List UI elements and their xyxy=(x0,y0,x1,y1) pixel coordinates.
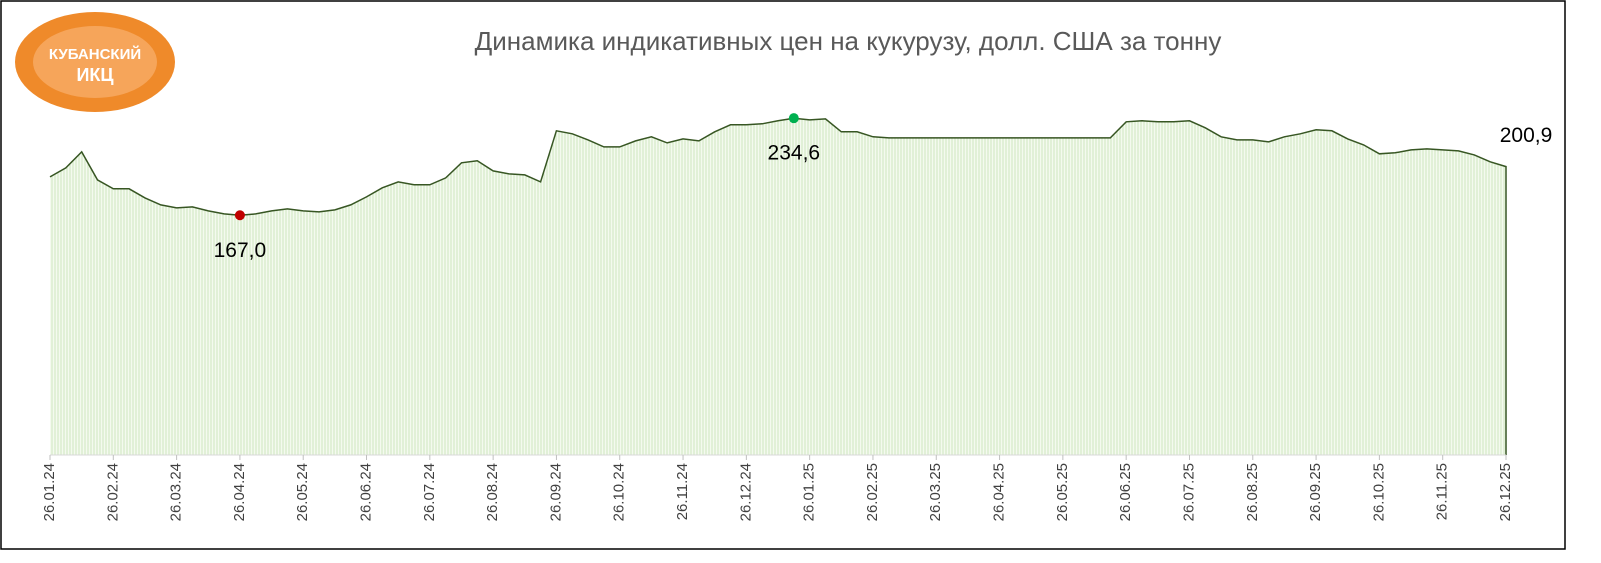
value-label: 200,9 xyxy=(1500,124,1553,147)
x-tick-label: 26.08.24 xyxy=(484,463,501,521)
x-tick-label: 26.03.25 xyxy=(927,463,944,521)
logo-text: ИКЦ xyxy=(76,65,114,85)
area xyxy=(50,118,1506,455)
x-tick-label: 26.07.24 xyxy=(421,463,438,521)
x-tick-label: 26.11.24 xyxy=(674,463,691,520)
x-tick-label: 26.01.24 xyxy=(41,463,58,521)
x-tick-label: 26.05.24 xyxy=(294,463,311,521)
logo: КУБАНСКИЙ ИКЦ xyxy=(15,12,175,112)
x-tick-label: 26.04.24 xyxy=(231,463,248,521)
line xyxy=(49,117,1507,455)
x-tick-label: 26.03.24 xyxy=(168,463,185,521)
marker xyxy=(788,113,799,124)
marker xyxy=(234,210,245,221)
x-tick-label: 26.11.25 xyxy=(1434,463,1451,520)
x-tick-label: 26.02.25 xyxy=(864,463,881,521)
logo-text: КУБАНСКИЙ xyxy=(49,45,141,63)
logo-shape xyxy=(33,26,157,98)
x-tick-label: 26.08.25 xyxy=(1244,463,1261,521)
x-tick-label: 26.01.25 xyxy=(801,463,818,521)
x-tick-label: 26.09.24 xyxy=(547,463,564,521)
x-tick-label: 26.07.25 xyxy=(1180,463,1197,521)
x-tick-label: 26.04.25 xyxy=(991,463,1008,521)
value-label: 167,0 xyxy=(214,239,267,262)
value-label: 234,6 xyxy=(768,142,821,165)
x-tick-label: 26.06.24 xyxy=(357,463,374,521)
x-tick-label: 26.02.24 xyxy=(104,463,121,521)
x-tick-label: 26.06.25 xyxy=(1117,463,1134,521)
x-tick-label: 26.09.25 xyxy=(1307,463,1324,521)
x-tick-label: 26.05.25 xyxy=(1054,463,1071,521)
x-tick-label: 26.12.24 xyxy=(737,463,754,521)
x-tick-label: 26.10.25 xyxy=(1370,463,1387,521)
x-tick-label: 26.12.25 xyxy=(1497,463,1514,521)
chart-title: Динамика индикативных цен на кукурузу, д… xyxy=(475,26,1222,56)
x-tick-label: 26.10.24 xyxy=(611,463,628,521)
